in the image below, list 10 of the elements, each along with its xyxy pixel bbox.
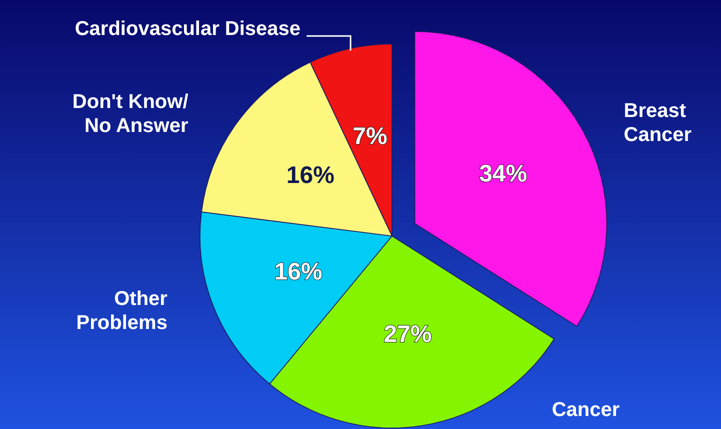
slice-label: Breast Cancer: [624, 100, 692, 147]
data-label: 27%: [384, 320, 432, 348]
data-label: 16%: [286, 162, 334, 190]
data-label: 34%: [479, 160, 528, 188]
data-label: 7%: [352, 122, 388, 150]
slice-label: Cancer: [552, 399, 620, 422]
slice-label: Other Problems: [76, 288, 168, 334]
slice-label: Don't Know/ No Answer: [72, 91, 189, 138]
slice-label: Cardiovascular Disease: [74, 18, 301, 40]
data-label: 16%: [274, 258, 322, 286]
